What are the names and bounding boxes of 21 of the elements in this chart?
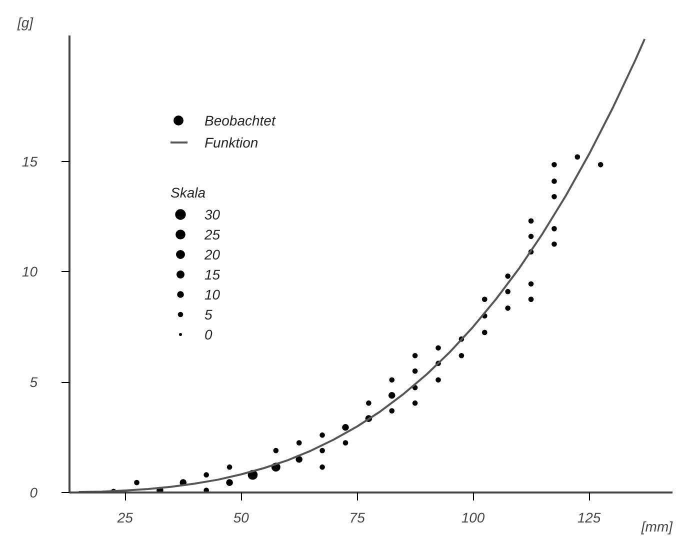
legend-label: 25 [204,226,220,242]
legend-title: Skala [170,184,206,200]
legend-label: 0 [204,326,212,342]
legend-label: 15 [204,266,220,282]
y-tick-label: 10 [22,264,38,280]
y-tick-label: 0 [30,484,38,500]
legend-label: 20 [204,246,220,262]
y-axis-title: [g] [16,14,34,30]
y-tick-label: 5 [30,374,38,390]
legend-label: 10 [204,286,220,302]
x-tick-label: 75 [349,510,366,526]
x-axis-title: [mm] [640,518,674,534]
x-tick-label: 25 [116,510,134,526]
legend-label: Funktion [204,134,258,150]
legend-label: Beobachtet [204,112,276,128]
y-tick-label: 15 [22,153,38,170]
legend-label: 5 [204,306,212,322]
x-tick-label: 125 [577,510,601,526]
legend-label: 30 [204,206,220,222]
x-tick-label: 100 [461,510,485,526]
x-tick-label: 50 [233,510,250,526]
